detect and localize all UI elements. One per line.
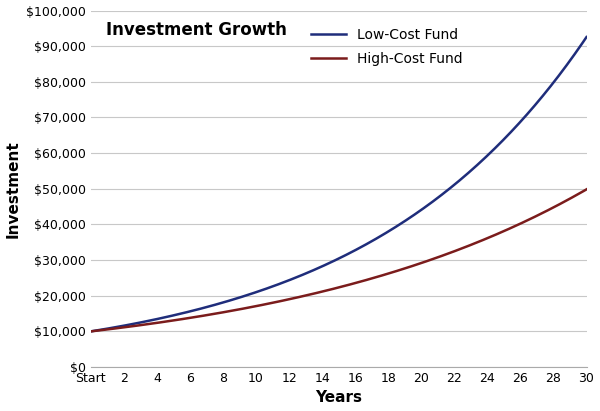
Low-Cost Fund [583,35,590,39]
Low-Cost Fund [87,329,94,334]
High-Cost Fund [355,279,362,284]
High-Cost Fund [494,231,501,236]
Low-Cost Fund [355,246,362,251]
Low-Cost Fund [323,262,330,267]
High-Cost Fund [382,272,389,277]
Low-Cost Fund [326,261,333,266]
High-Cost Fund [583,187,590,192]
Legend: Low-Cost Fund, High-Cost Fund: Low-Cost Fund, High-Cost Fund [311,28,463,66]
Low-Cost Fund [382,231,389,236]
Low-Cost Fund [571,52,578,57]
Line: Low-Cost Fund: Low-Cost Fund [91,37,587,331]
X-axis label: Years: Years [315,390,362,405]
High-Cost Fund [87,329,94,334]
Low-Cost Fund [494,144,501,149]
High-Cost Fund [326,287,333,292]
Text: Investment Growth: Investment Growth [106,21,287,39]
Line: High-Cost Fund: High-Cost Fund [91,189,587,331]
Y-axis label: Investment: Investment [5,140,20,238]
High-Cost Fund [571,194,578,199]
High-Cost Fund [323,288,330,293]
